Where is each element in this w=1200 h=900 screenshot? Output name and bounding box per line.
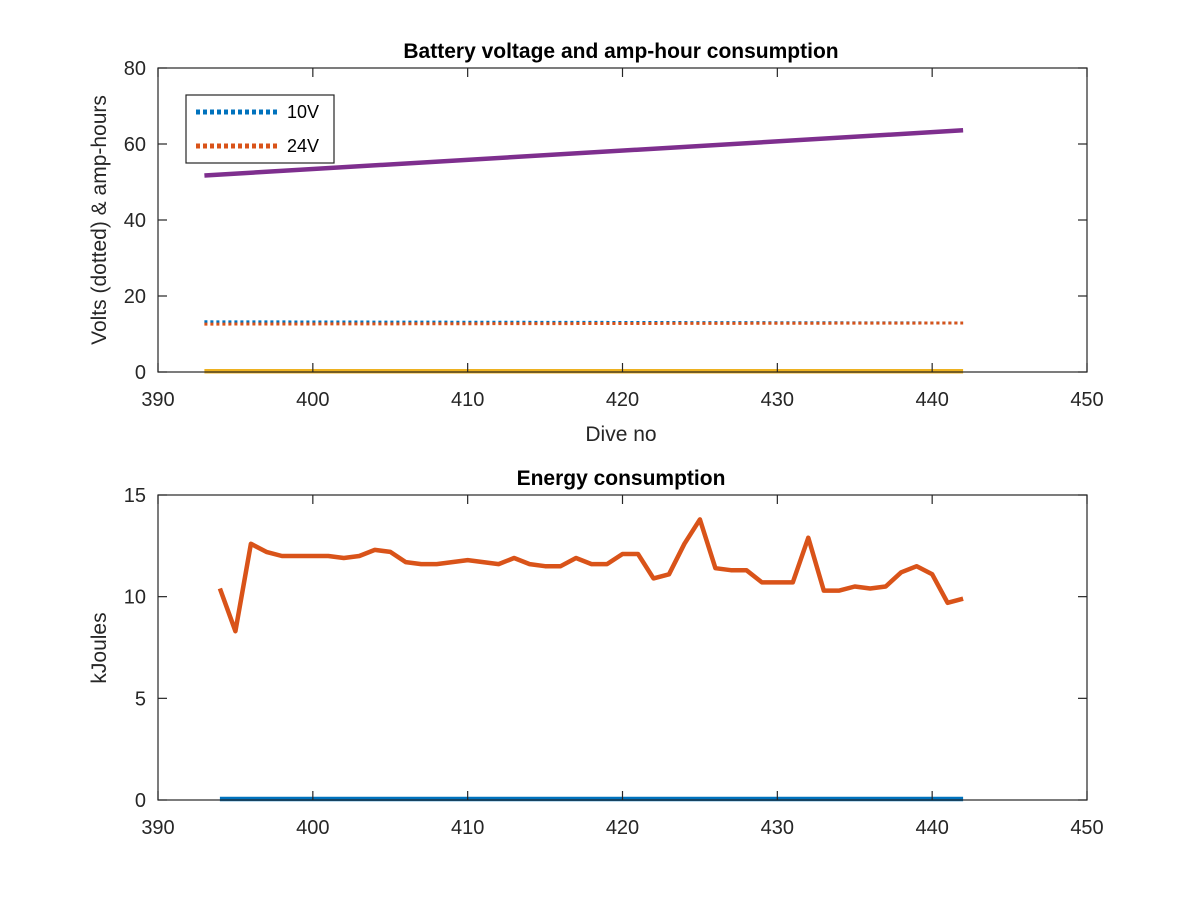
top-chart-title: Battery voltage and amp-hour consumption bbox=[403, 40, 838, 63]
x-tick-label: 450 bbox=[1070, 817, 1103, 839]
series-line-2 bbox=[204, 128, 964, 178]
legend-box bbox=[185, 94, 335, 164]
top-axes-box bbox=[157, 67, 1088, 373]
bottom-ticks: 390 400 410 420 430 440 450 0 5 10 15 bbox=[124, 485, 1104, 839]
top-x-axis-label: Dive no bbox=[585, 423, 656, 446]
y-tick-label: 10 bbox=[124, 587, 146, 609]
bottom-axes: Energy consumption kJoules 390 400 410 420 4… bbox=[88, 467, 1104, 839]
bottom-plot-marks bbox=[217, 517, 964, 802]
x-tick-label: 390 bbox=[141, 817, 174, 839]
y-tick-label: 80 bbox=[124, 58, 146, 80]
legend-label-24v: 24V bbox=[287, 136, 319, 156]
top-y-axis-label: Volts (dotted) & amp-hours bbox=[88, 95, 111, 345]
x-tick-label: 420 bbox=[606, 389, 639, 411]
x-tick-label: 410 bbox=[451, 389, 484, 411]
y-tick-label: 60 bbox=[124, 134, 146, 156]
x-tick-label: 410 bbox=[451, 817, 484, 839]
x-tick-label: 420 bbox=[606, 817, 639, 839]
bottom-chart-title: Energy consumption bbox=[517, 467, 726, 490]
y-tick-label: 0 bbox=[135, 362, 146, 384]
bottom-axes-box bbox=[157, 494, 1088, 801]
x-tick-label: 430 bbox=[761, 389, 794, 411]
series-24v bbox=[204, 321, 964, 326]
y-tick-label: 40 bbox=[124, 210, 146, 232]
top-plot-marks bbox=[204, 128, 964, 374]
x-tick-label: 440 bbox=[915, 389, 948, 411]
x-tick-label: 450 bbox=[1070, 389, 1103, 411]
x-tick-label: 390 bbox=[141, 389, 174, 411]
y-tick-label: 20 bbox=[124, 286, 146, 308]
x-tick-label: 440 bbox=[915, 817, 948, 839]
bottom-y-axis-label: kJoules bbox=[88, 612, 111, 683]
top-axes: Battery voltage and amp-hour consumption… bbox=[88, 40, 1104, 446]
top-ticks: 390 400 410 420 430 440 450 0 20 40 60 80 bbox=[124, 58, 1104, 411]
legend-label-10v: 10V bbox=[287, 102, 319, 122]
y-tick-label: 0 bbox=[135, 790, 146, 812]
series-line-0 bbox=[217, 517, 964, 634]
y-tick-label: 5 bbox=[135, 688, 146, 710]
top-legend: 10V 24V bbox=[185, 94, 335, 164]
x-tick-label: 400 bbox=[296, 389, 329, 411]
y-tick-label: 15 bbox=[124, 485, 146, 507]
x-tick-label: 430 bbox=[761, 817, 794, 839]
x-tick-label: 400 bbox=[296, 817, 329, 839]
